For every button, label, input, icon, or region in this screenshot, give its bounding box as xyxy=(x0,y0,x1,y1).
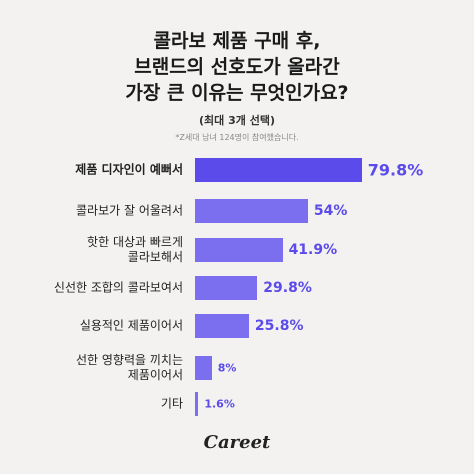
bar xyxy=(195,392,199,416)
category-label: 제품 디자인이 예뻐서 xyxy=(75,162,183,177)
bar xyxy=(195,356,212,380)
bar xyxy=(195,276,258,300)
subtitle: (최대 3개 선택) xyxy=(199,114,275,127)
category-label: 신선한 조합의 콜라보여서 xyxy=(53,280,183,295)
logo: Careet xyxy=(203,432,271,453)
value-label: 79.8% xyxy=(367,160,424,180)
bar xyxy=(195,199,308,223)
bar xyxy=(195,158,362,182)
category-label: 실용적인 제품이어서 xyxy=(79,318,183,333)
category-label: 핫한 대상과 빠르게 콜라보해서 xyxy=(87,235,183,264)
value-label: 25.8% xyxy=(254,318,304,334)
value-label: 54% xyxy=(313,203,348,219)
category-label: 기타 xyxy=(160,396,183,411)
bar xyxy=(195,238,283,262)
value-label: 8% xyxy=(217,361,237,375)
chart-title: 콜라보 제품 구매 후, 브랜드의 선호도가 올라간 가장 큰 이유는 무엇인가… xyxy=(125,30,349,104)
value-label: 41.9% xyxy=(288,242,338,258)
category-label: 콜라보가 잘 어울려서 xyxy=(76,203,183,218)
value-label: 29.8% xyxy=(263,280,312,296)
value-label: 1.6% xyxy=(204,397,235,411)
category-label: 선한 영향력을 끼치는 제품이어서 xyxy=(76,353,183,382)
note: *Z세대 남녀 124명이 참여했습니다. xyxy=(175,133,299,142)
bar xyxy=(195,314,249,338)
